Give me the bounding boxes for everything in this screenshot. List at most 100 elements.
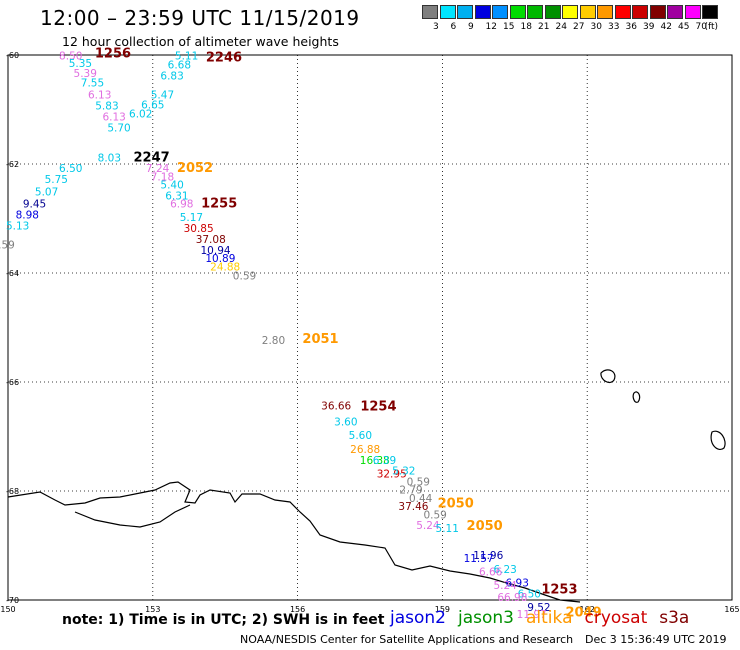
wave-height-label: 26.88 [350,444,380,456]
island-3 [710,430,726,450]
color-scale-label: 33 [608,22,620,32]
color-swatch [439,5,456,19]
latitude-label: -66 [6,378,19,387]
island-2 [632,391,641,403]
color-scale-label: 21 [538,22,550,32]
wave-height-label: 8.03 [98,152,121,164]
satellite-name: jason2 [390,608,446,628]
satellite-name: altika [526,608,573,628]
color-scale-label: 39 [643,22,655,32]
wave-height-label: 5.13 [6,220,29,232]
wave-height-label: 5.75 [45,174,68,186]
ice-shelf-outline [74,504,191,528]
pass-time-label: 2051 [302,332,338,347]
footer-note: note: 1) Time is in UTC; 2) SWH is in fe… [62,612,385,628]
wave-height-label: 6.39 [373,455,396,467]
satellite-legend: jason2 jason3 altika cryosat s3a [390,608,701,628]
longitude-label: 165 [724,605,739,614]
wave-height-label: 37.46 [398,501,428,513]
wave-height-label: 5.47 [151,90,174,102]
wave-height-label: 66.98 [497,592,527,604]
latitude-label: -70 [6,596,19,605]
pass-time-label: 2050 [467,519,503,534]
pass-time-label: 1256 [95,47,131,62]
color-swatch [474,5,491,19]
wave-height-label: 3.60 [334,417,357,429]
satellite-name: cryosat [584,608,648,628]
latitude-label: -68 [6,487,19,496]
wave-height-label: 5.11 [175,50,198,62]
wave-height-label: 6.13 [102,111,125,123]
pass-time-label: 2247 [133,150,169,165]
color-swatch [492,5,508,19]
color-scale-label: 36 [625,22,637,32]
wave-height-label: 6.98 [170,199,193,211]
latitude-label: -62 [6,160,19,169]
wave-height-label: 6.93 [506,577,529,589]
satellite-name: s3a [659,608,690,628]
color-scale-label: 45 [678,22,690,32]
wave-height-label: 5.24 [416,520,440,532]
wave-height-label: 5.40 [160,180,183,192]
pass-time-label: 1253 [541,582,577,597]
wave-height-label: 6.68 [168,60,191,72]
wave-height-label: 32.95 [377,468,407,480]
page-title: 12:00 – 23:59 UTC 11/15/2019 [40,6,360,30]
wave-height-label: 6.23 [493,564,516,576]
color-scale-label: 30 [590,22,602,32]
wave-height-label: 2.80 [262,335,285,347]
latitude-label: -60 [6,51,19,60]
wave-height-label: 6.13 [88,90,111,102]
page-subtitle: 12 hour collection of altimeter wave hei… [62,34,339,49]
satellite-name: jason3 [458,608,514,628]
color-swatch [562,5,578,19]
wave-height-label: 2.79 [399,485,422,497]
color-swatch [667,5,683,19]
color-scale-label: 42 [660,22,672,32]
longitude-label: 156 [290,605,305,614]
pass-time-label: 2052 [177,161,213,176]
wave-height-label: 6.50 [59,163,82,175]
color-scale-label: 3 [433,22,439,32]
antarctic-coastline [7,481,581,603]
wave-height-label: 5.07 [35,187,58,199]
color-scale-label: 6 [450,22,457,32]
color-swatch [597,5,613,19]
longitude-label: 162 [580,605,595,614]
wave-height-label: 6.31 [165,190,188,202]
color-swatch [544,5,561,19]
color-swatch [614,5,631,19]
color-swatch [632,5,648,19]
wave-height-label: 11.97 [517,609,547,621]
color-swatch [702,5,718,19]
color-swatch [579,5,596,19]
wave-height-label: 5.11 [436,523,459,535]
color-swatch [509,5,526,19]
wave-height-label: 36.66 [321,400,351,412]
color-swatch [422,5,438,19]
wave-height-label: 8.98 [16,210,39,222]
color-scale-label: 15 [503,22,515,32]
pass-time-label: 1255 [201,197,237,212]
observation-labels: 8.505.355.397.556.135.836.135.708.035.11… [0,50,551,621]
wave-height-label: 6.02 [129,109,152,121]
coastline [7,369,726,603]
color-swatch [684,5,701,19]
wave-height-label: 5.70 [107,122,130,134]
wave-height-label: 6.65 [141,99,164,111]
pass-time-label: 2246 [206,51,242,66]
color-scale-label: 12 [485,22,497,32]
wave-height-label: 0.59 [233,271,256,283]
wave-height-label: 0.59 [0,239,15,251]
color-scale-unit: (ft) [704,22,719,32]
color-scale-label: 27 [573,22,585,32]
color-swatch [457,5,473,19]
credit-line: NOAA/NESDIS Center for Satellite Applica… [240,633,574,646]
wave-height-label: 7.24 [146,163,170,175]
color-scale-label: 18 [520,22,532,32]
wave-height-label: 30.85 [184,223,214,235]
wave-height-label: 11.96 [473,550,503,562]
pass-time-label: 2049 [565,605,601,620]
wave-height-label: 9.52 [527,602,550,614]
